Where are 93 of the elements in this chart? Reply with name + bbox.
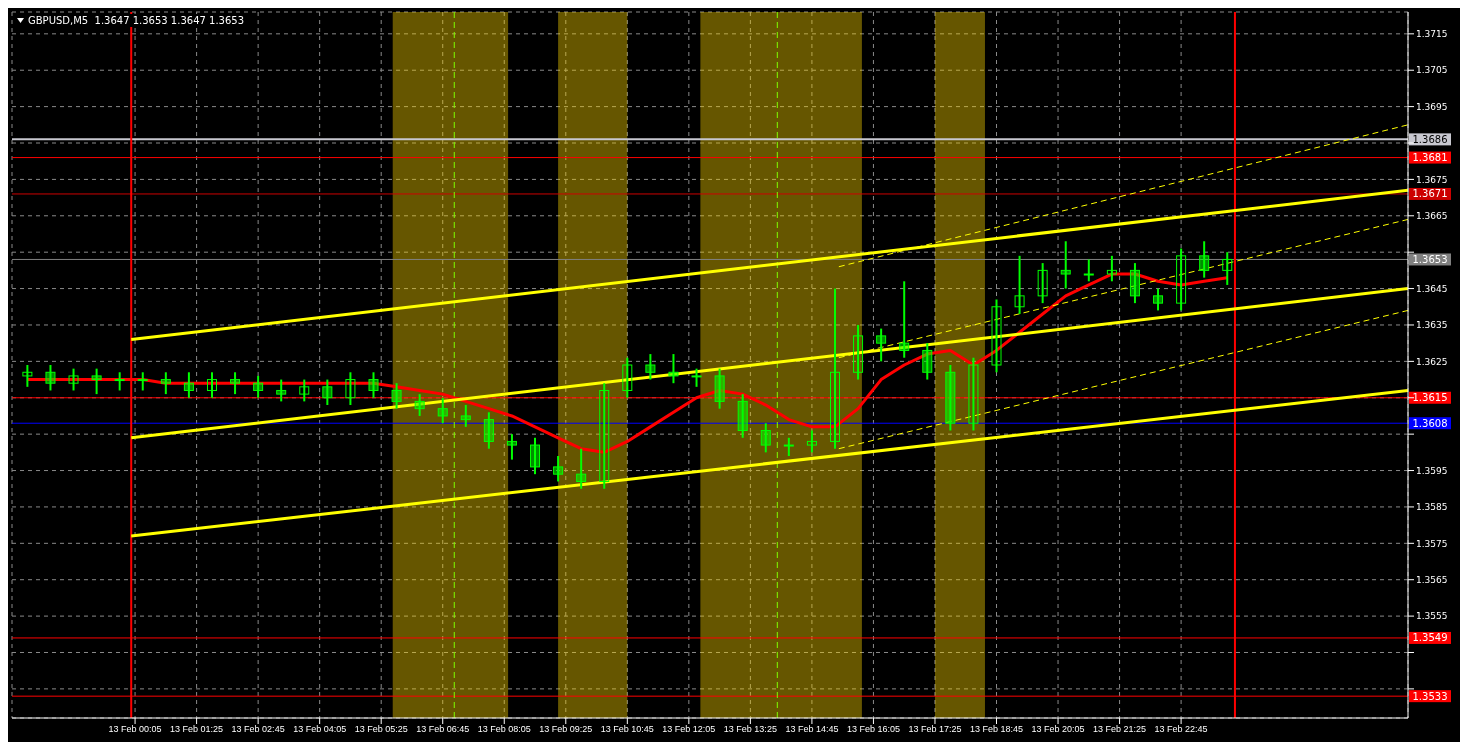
y-tick-label: 1.3695 xyxy=(1416,101,1448,112)
candlestick xyxy=(1199,240,1210,279)
candlestick xyxy=(437,396,448,425)
y-tick-label: 1.3715 xyxy=(1416,29,1448,40)
x-tick-label: 13 Feb 02:45 xyxy=(231,724,285,735)
x-tick-label: 13 Feb 10:45 xyxy=(600,724,654,735)
candlestick xyxy=(922,342,933,381)
candlestick xyxy=(137,371,148,392)
candlestick xyxy=(91,367,102,396)
y-tick-label: 1.3565 xyxy=(1416,574,1448,585)
candlestick xyxy=(460,404,471,428)
x-tick-label: 13 Feb 18:45 xyxy=(969,724,1024,735)
y-tick-label: 1.3625 xyxy=(1416,356,1448,367)
x-tick-label: 13 Feb 01:25 xyxy=(170,724,224,735)
candlestick xyxy=(506,433,517,461)
chart-title: GBPUSD,M5 1.3647 1.3653 1.3647 1.3653 xyxy=(28,15,245,26)
ref-line-label: 1.3608 xyxy=(1412,417,1448,429)
candlestick xyxy=(691,367,702,388)
ref-line-label: 1.3533 xyxy=(1412,690,1448,702)
x-tick-label: 13 Feb 13:25 xyxy=(723,724,777,735)
candlestick xyxy=(1222,251,1233,286)
y-tick-label: 1.3635 xyxy=(1416,320,1448,331)
x-tick-label: 13 Feb 06:45 xyxy=(416,724,470,735)
candlestick xyxy=(1106,254,1117,283)
ref-line-label: 1.3615 xyxy=(1412,392,1448,404)
candlestick xyxy=(576,447,587,490)
candlestick xyxy=(530,436,541,476)
candlestick xyxy=(414,393,425,417)
candlestick xyxy=(714,367,725,410)
candlestick xyxy=(253,374,264,399)
y-tick-label: 1.3675 xyxy=(1416,174,1448,185)
candlestick xyxy=(22,364,33,388)
x-tick-label: 13 Feb 16:05 xyxy=(846,724,900,735)
x-tick-label: 13 Feb 22:45 xyxy=(1154,724,1208,735)
x-tick-label: 13 Feb 21:25 xyxy=(1093,724,1147,735)
candlestick xyxy=(622,356,633,399)
x-tick-label: 13 Feb 05:25 xyxy=(354,724,408,735)
y-tick-label: 1.3665 xyxy=(1416,210,1448,221)
y-tick-label: 1.3645 xyxy=(1416,283,1448,294)
y-tick-label: 1.3595 xyxy=(1416,465,1448,476)
candlestick xyxy=(160,371,171,396)
x-tick-label: 13 Feb 20:05 xyxy=(1031,724,1085,735)
candlestick xyxy=(299,378,310,403)
y-tick-label: 1.3575 xyxy=(1416,538,1448,549)
ref-line-label: 1.3671 xyxy=(1412,188,1448,200)
candlestick xyxy=(1176,247,1187,312)
candlestick xyxy=(1060,240,1071,290)
candlestick xyxy=(645,353,656,381)
candlestick xyxy=(322,378,333,407)
candlestick xyxy=(876,327,887,363)
candlestick xyxy=(1129,262,1140,305)
candlestick xyxy=(1083,258,1094,283)
candlestick xyxy=(737,393,748,439)
candlestick xyxy=(206,371,217,399)
candlestick xyxy=(368,371,379,399)
x-tick-label: 13 Feb 04:05 xyxy=(293,724,347,735)
candlestick xyxy=(899,280,910,359)
x-tick-label: 13 Feb 17:25 xyxy=(908,724,962,735)
candlestick xyxy=(1153,287,1164,312)
candlestick xyxy=(991,298,1002,374)
x-tick-label: 13 Feb 00:05 xyxy=(108,724,162,735)
x-tick-label: 13 Feb 14:45 xyxy=(785,724,839,735)
candlestick xyxy=(945,364,956,432)
candlestick xyxy=(230,371,241,396)
candlestick xyxy=(829,287,840,450)
candlestick xyxy=(276,378,287,403)
candlestick xyxy=(68,367,79,392)
y-tick-label: 1.3555 xyxy=(1416,611,1448,622)
candlestick xyxy=(553,454,564,483)
ref-line-label: 1.3653 xyxy=(1412,253,1448,265)
candlestick xyxy=(668,353,679,385)
candlestick xyxy=(1037,262,1048,305)
candlestick xyxy=(806,429,817,454)
candlestick xyxy=(599,382,610,490)
candlestick xyxy=(968,356,979,432)
x-tick-label: 13 Feb 12:05 xyxy=(662,724,716,735)
candlestick xyxy=(345,371,356,407)
ref-line-label: 1.3549 xyxy=(1412,632,1448,644)
ref-line-label: 1.3681 xyxy=(1412,152,1448,164)
x-tick-label: 13 Feb 08:05 xyxy=(477,724,531,735)
candlestick xyxy=(783,436,794,457)
candlestick xyxy=(1014,254,1025,316)
candlestick xyxy=(183,371,194,399)
ref-line-label: 1.3686 xyxy=(1412,133,1448,145)
y-tick-label: 1.3705 xyxy=(1416,65,1448,76)
candlestick xyxy=(853,323,864,381)
candlestick xyxy=(45,364,56,392)
x-tick-label: 13 Feb 09:25 xyxy=(539,724,593,735)
candlestick xyxy=(391,382,402,410)
y-tick-label: 1.3585 xyxy=(1416,502,1448,513)
candlestick xyxy=(483,411,494,450)
candlestick xyxy=(114,371,125,392)
candlestick xyxy=(760,422,771,454)
